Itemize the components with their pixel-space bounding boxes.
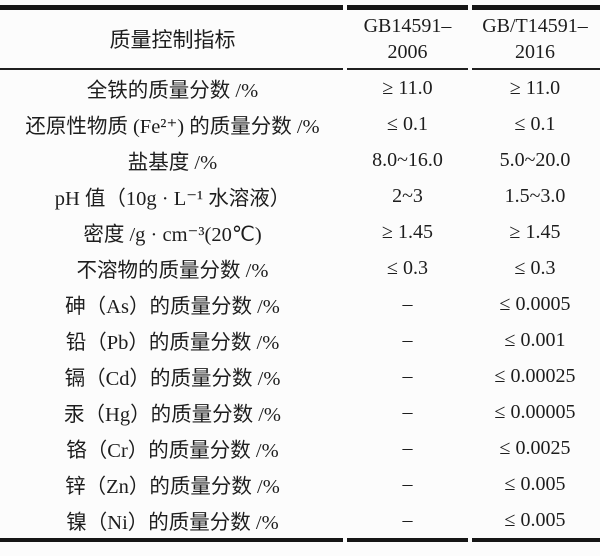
rule-segment xyxy=(0,68,343,70)
table-row: pH 值（10g · L⁻¹ 水溶液） 2~3 1.5~3.0 xyxy=(0,178,600,214)
header-indicator-label: 质量控制指标 xyxy=(109,28,236,52)
row-label: 镍（Ni）的质量分数 /% xyxy=(66,512,279,534)
header-gb2016-line1: GB/T14591– xyxy=(482,15,588,37)
row-value-gb2006: – xyxy=(402,364,413,387)
row-value-gb2016: ≤ 0.3 xyxy=(514,256,556,279)
table-row: 不溶物的质量分数 /% ≤ 0.3 ≤ 0.3 xyxy=(0,250,600,286)
table-bottom-rule xyxy=(0,538,600,542)
row-label: 铅（Pb）的质量分数 /% xyxy=(65,332,280,354)
row-value-gb2006: ≥ 1.45 xyxy=(382,220,433,243)
row-value-gb2006: 2~3 xyxy=(392,184,423,207)
row-label: 锌（Zn）的质量分数 /% xyxy=(65,476,280,498)
row-label: 盐基度 /% xyxy=(127,152,218,174)
header-gb14591-2006: GB14591– 2006 xyxy=(345,13,470,65)
rule-segment xyxy=(347,538,468,542)
row-value-gb2006: ≤ 0.3 xyxy=(387,256,428,279)
row-value-gb2016: ≤ 0.005 xyxy=(504,508,566,531)
row-label: 还原性物质 (Fe²⁺) 的质量分数 /% xyxy=(25,116,320,138)
row-value-gb2016: ≤ 0.005 xyxy=(504,472,566,495)
rule-segment xyxy=(0,5,343,10)
row-value-gb2016: ≤ 0.0025 xyxy=(499,436,571,459)
row-label: 全铁的质量分数 /% xyxy=(86,80,259,102)
row-value-gb2006: – xyxy=(402,508,413,531)
row-value-gb2016: ≤ 0.1 xyxy=(514,112,556,135)
rule-segment xyxy=(347,5,468,10)
row-value-gb2006: 8.0~16.0 xyxy=(372,148,443,171)
row-value-gb2006: – xyxy=(402,472,413,495)
row-value-gb2006: ≥ 11.0 xyxy=(382,76,433,99)
table-row: 还原性物质 (Fe²⁺) 的质量分数 /% ≤ 0.1 ≤ 0.1 xyxy=(0,106,600,142)
row-value-gb2016: ≤ 0.001 xyxy=(504,328,566,351)
header-gb2006-line1: GB14591– xyxy=(363,15,452,37)
row-value-gb2016: ≥ 1.45 xyxy=(509,220,561,243)
table-row: 镉（Cd）的质量分数 /% – ≤ 0.00025 xyxy=(0,358,600,394)
row-value-gb2016: 5.0~20.0 xyxy=(499,148,571,171)
table-row: 汞（Hg）的质量分数 /% – ≤ 0.00005 xyxy=(0,394,600,430)
table-row: 镍（Ni）的质量分数 /% – ≤ 0.005 xyxy=(0,502,600,538)
row-value-gb2016: ≥ 11.0 xyxy=(509,76,561,99)
table-row: 锌（Zn）的质量分数 /% – ≤ 0.005 xyxy=(0,466,600,502)
rule-segment xyxy=(472,68,600,70)
row-value-gb2016: ≤ 0.00005 xyxy=(494,400,576,423)
row-label: 砷（As）的质量分数 /% xyxy=(65,296,280,318)
row-label: 密度 /g · cm⁻³(20℃) xyxy=(83,224,262,246)
table-row: 全铁的质量分数 /% ≥ 11.0 ≥ 11.0 xyxy=(0,70,600,106)
rule-segment xyxy=(347,68,468,70)
row-label: 镉（Cd）的质量分数 /% xyxy=(64,368,281,390)
table-row: 铬（Cr）的质量分数 /% – ≤ 0.0025 xyxy=(0,430,600,466)
row-value-gb2006: – xyxy=(402,292,413,315)
table-top-rule xyxy=(0,5,600,10)
row-label: pH 值（10g · L⁻¹ 水溶液） xyxy=(54,188,291,210)
header-gb2016-line2: 2016 xyxy=(515,41,555,63)
row-label: 汞（Hg）的质量分数 /% xyxy=(64,404,281,426)
table-header-row: 质量控制指标 GB14591– 2006 GB/T14591– 2016 xyxy=(0,10,600,68)
row-value-gb2016: ≤ 0.00025 xyxy=(494,364,576,387)
rule-segment xyxy=(0,538,343,542)
table-row: 盐基度 /% 8.0~16.0 5.0~20.0 xyxy=(0,142,600,178)
row-value-gb2006: – xyxy=(402,400,413,423)
table-row: 密度 /g · cm⁻³(20℃) ≥ 1.45 ≥ 1.45 xyxy=(0,214,600,250)
row-label: 不溶物的质量分数 /% xyxy=(76,260,269,282)
header-gb2006-line2: 2006 xyxy=(387,41,428,63)
row-label: 铬（Cr）的质量分数 /% xyxy=(66,440,279,462)
rule-segment xyxy=(472,5,600,10)
row-value-gb2006: – xyxy=(402,436,413,459)
table-header-rule xyxy=(0,68,600,70)
row-value-gb2006: ≤ 0.1 xyxy=(387,112,428,135)
header-gbt14591-2016: GB/T14591– 2016 xyxy=(470,13,600,65)
table-row: 铅（Pb）的质量分数 /% – ≤ 0.001 xyxy=(0,322,600,358)
row-value-gb2006: – xyxy=(402,328,413,351)
row-value-gb2016: ≤ 0.0005 xyxy=(499,292,571,315)
table-row: 砷（As）的质量分数 /% – ≤ 0.0005 xyxy=(0,286,600,322)
rule-segment xyxy=(472,538,600,542)
row-value-gb2016: 1.5~3.0 xyxy=(504,184,566,207)
